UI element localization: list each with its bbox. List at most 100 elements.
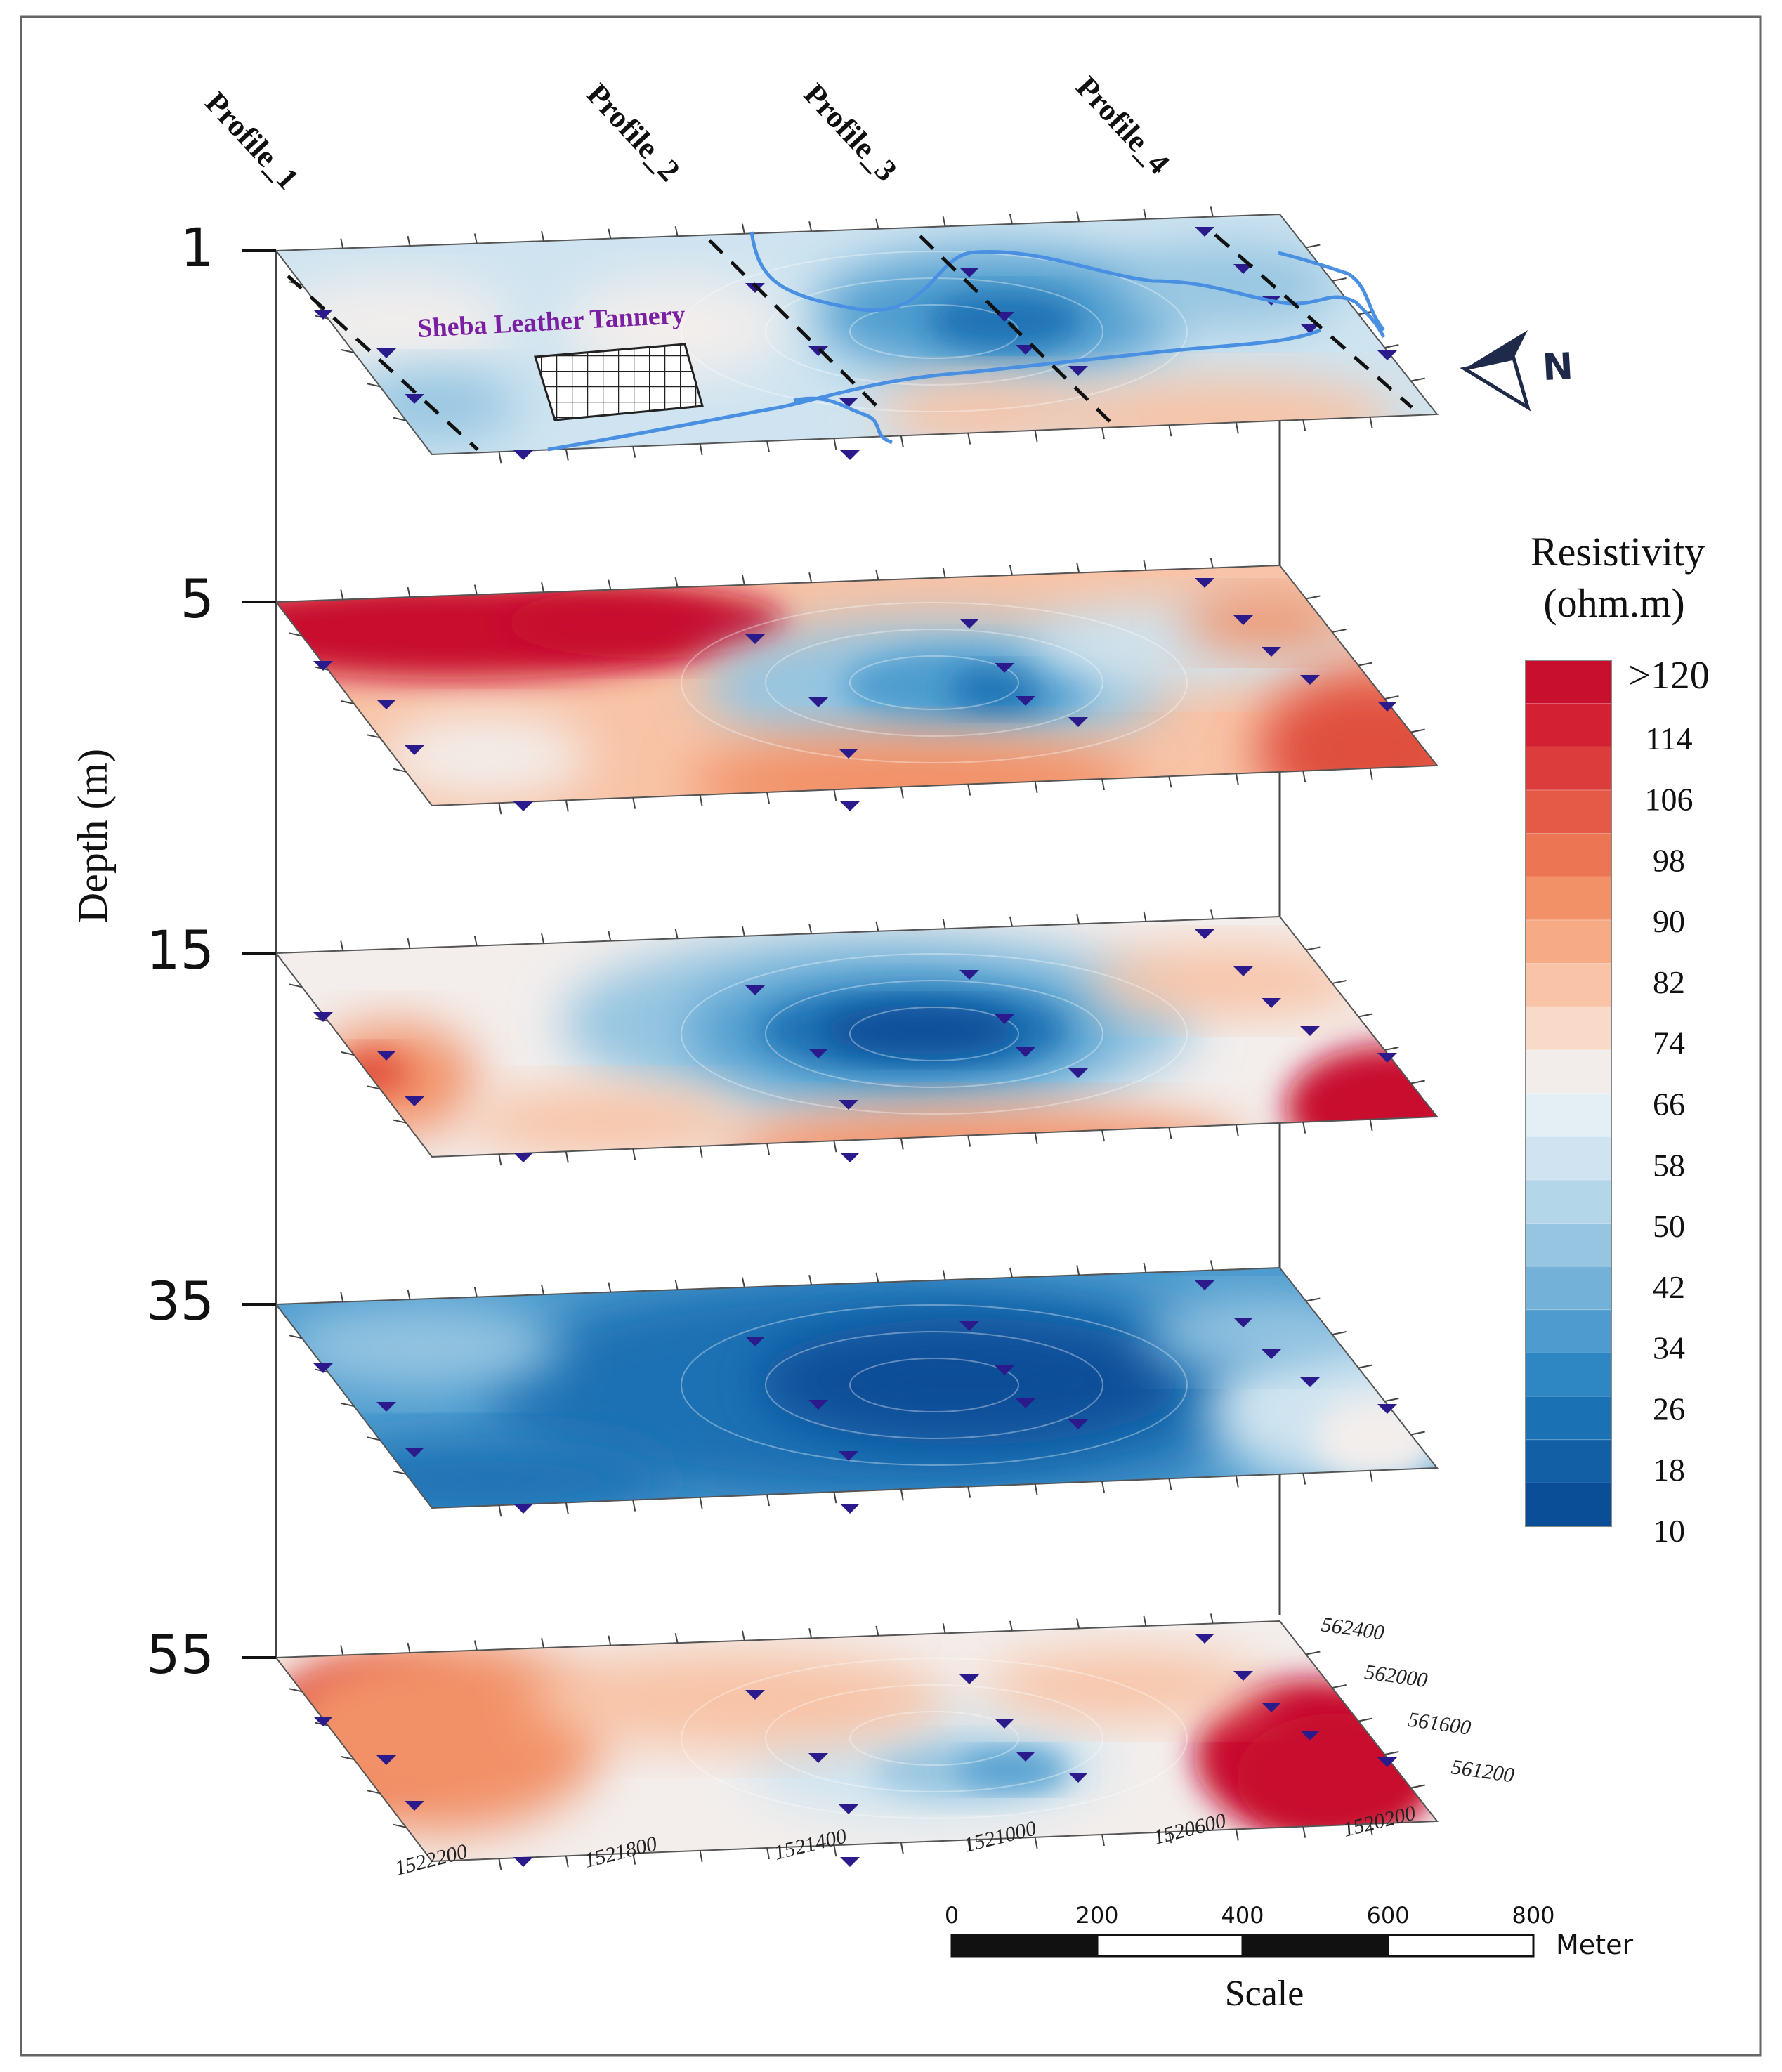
station-marker-icon — [513, 450, 533, 460]
river-line — [1278, 251, 1385, 332]
legend-label: >120 — [1628, 654, 1710, 697]
station-marker-icon — [1300, 324, 1320, 334]
station-marker-icon — [1233, 966, 1253, 976]
legend-title-unit: (ohm.m) — [1543, 580, 1684, 626]
station-marker-icon — [1262, 1703, 1281, 1712]
station-marker-icon — [995, 312, 1014, 322]
station-marker-icon — [1300, 1731, 1320, 1740]
station-marker-icon — [840, 801, 860, 811]
station-marker-icon — [1233, 1671, 1253, 1681]
scale-bar-tick-label: 800 — [1512, 1902, 1554, 1929]
legend-swatch — [1525, 703, 1612, 748]
legend-label: 10 — [1653, 1513, 1685, 1549]
legend-label: 114 — [1645, 721, 1692, 756]
depth-level-label: 1 — [181, 216, 214, 279]
station-marker-icon — [1377, 350, 1397, 360]
legend-label: 98 — [1653, 842, 1685, 878]
depth-level-label: 5 — [181, 568, 214, 630]
station-marker-icon — [995, 1365, 1014, 1375]
station-marker-icon — [376, 348, 396, 358]
scale-bar-segment — [952, 1935, 1097, 1956]
station-marker-icon — [808, 1049, 828, 1058]
station-marker-icon — [839, 1451, 858, 1461]
profile-lines — [287, 233, 1413, 451]
legend-swatch — [1525, 1006, 1612, 1051]
scale-bar-ticks: 0 200 400 600 800 — [945, 1902, 1555, 1929]
legend-label: 26 — [1653, 1391, 1685, 1427]
station-marker-icon — [840, 1153, 860, 1162]
scale-bar-tick-label: 0 — [945, 1902, 959, 1929]
legend-label: 34 — [1653, 1330, 1685, 1366]
station-marker-icon — [745, 283, 765, 293]
legend-label: 74 — [1653, 1025, 1685, 1061]
y-axis-tick-label: 561200 — [1450, 1755, 1516, 1787]
resistivity-legend: Resistivity (ohm.m) >120 114 106 98 90 82 74 66… — [1525, 529, 1710, 1549]
station-marker-icon — [808, 697, 828, 707]
y-axis-tick-label: 562000 — [1363, 1660, 1429, 1692]
station-marker-icon — [995, 1014, 1014, 1024]
station-marker-icon — [839, 1804, 858, 1814]
station-marker-icon — [1377, 1404, 1397, 1414]
station-marker-icon — [1195, 1280, 1214, 1290]
legend-swatch — [1525, 789, 1612, 834]
station-marker-icon — [808, 346, 828, 356]
depth-slice — [242, 558, 1439, 815]
legend-label: 90 — [1653, 903, 1685, 939]
station-marker-icon — [1016, 345, 1035, 355]
scale-bar-segment — [1243, 1935, 1388, 1956]
scale-bar-tick-label: 400 — [1221, 1902, 1264, 1929]
station-marker-icon — [313, 310, 333, 320]
legend-swatch — [1525, 1136, 1612, 1181]
depth-slices — [242, 206, 1439, 1870]
river-line — [793, 396, 893, 445]
station-marker-icon — [1233, 1318, 1253, 1327]
station-marker-icon — [376, 1051, 396, 1061]
legend-swatch — [1525, 833, 1612, 878]
station-marker-icon — [1016, 1752, 1035, 1762]
legend-swatch — [1525, 660, 1612, 704]
station-marker-icon — [1300, 1377, 1320, 1387]
station-marker-icon — [840, 1504, 860, 1514]
station-marker-icon — [745, 634, 765, 644]
legend-color-ramp — [1525, 660, 1612, 1528]
station-marker-icon — [1300, 675, 1320, 685]
station-marker-icon — [1377, 702, 1397, 712]
station-marker-icon — [1195, 929, 1214, 939]
station-marker-icon — [405, 1096, 424, 1106]
legend-title: Resistivity — [1531, 529, 1705, 575]
station-marker-icon — [405, 745, 424, 755]
legend-label: 106 — [1645, 782, 1693, 818]
station-marker-icon — [313, 661, 333, 671]
station-marker-icon — [959, 1674, 979, 1684]
legend-swatch — [1525, 1439, 1612, 1484]
station-marker-icon — [376, 700, 396, 709]
legend-swatch — [1525, 1309, 1612, 1354]
station-marker-icon — [405, 1448, 424, 1457]
top-slice-overlay — [287, 231, 1413, 452]
legend-swatch — [1525, 1093, 1612, 1138]
station-marker-icon — [1233, 264, 1253, 274]
legend-swatch — [1525, 746, 1612, 791]
station-marker-icon — [808, 1753, 828, 1763]
profile-label: Profile_4 — [1070, 70, 1177, 181]
figure-border — [20, 15, 1762, 2057]
profile-label: Profile_3 — [797, 77, 904, 188]
station-marker-icon — [1195, 227, 1214, 237]
station-marker-icon — [959, 268, 979, 277]
station-marker-icon — [959, 1321, 979, 1331]
scale-bar-tick-label: 200 — [1075, 1902, 1118, 1929]
station-marker-icon — [513, 801, 533, 811]
legend-swatch — [1525, 1482, 1612, 1528]
profile-label: Profile_1 — [199, 85, 306, 196]
station-marker-icon — [839, 398, 858, 407]
depth-axis-title: Depth (m) — [70, 749, 116, 923]
station-marker-icon — [1068, 366, 1088, 376]
legend-swatch — [1525, 1352, 1612, 1398]
profile-labels: Profile_1 Profile_2 Profile_3 Profile_4 — [199, 70, 1177, 196]
station-marker-icon — [1195, 578, 1214, 588]
station-marker-icon — [405, 394, 424, 404]
station-marker-icon — [376, 1755, 396, 1765]
depth-level-label: 15 — [146, 919, 214, 981]
depth-level-label: 55 — [146, 1623, 214, 1686]
